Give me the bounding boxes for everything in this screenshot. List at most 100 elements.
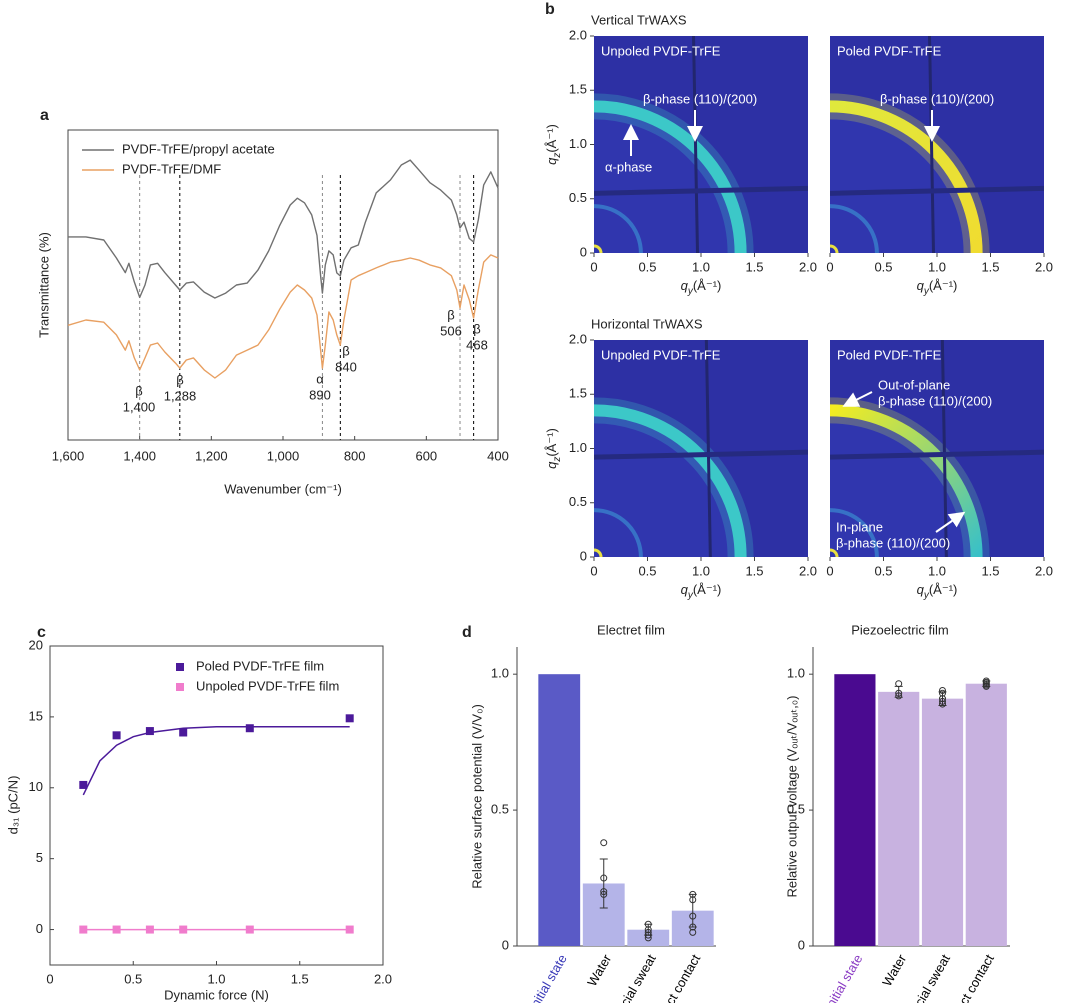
peak-label: 506 bbox=[440, 323, 462, 338]
data-point bbox=[112, 925, 121, 934]
replicate-point bbox=[600, 888, 608, 896]
image-annotation: β-phase (110)/(200) bbox=[643, 91, 757, 106]
x-tick-label: Initial state bbox=[821, 952, 865, 1003]
replicate-point bbox=[689, 896, 697, 904]
error-bar bbox=[599, 858, 608, 909]
x-tick-label: 2.0 bbox=[799, 563, 817, 578]
x-tick-label: 1.5 bbox=[981, 563, 999, 578]
replicate-point bbox=[895, 680, 903, 688]
panel-label: d bbox=[462, 624, 472, 641]
y-tick-label: 0.5 bbox=[569, 190, 587, 205]
peak-symbol: β bbox=[473, 321, 480, 336]
peak-label: 1,288 bbox=[164, 388, 197, 403]
y-tick-label: 1.0 bbox=[491, 666, 509, 681]
image-annotation: α-phase bbox=[605, 159, 652, 174]
peak-label: 468 bbox=[466, 337, 488, 352]
axis-subscript: y bbox=[687, 590, 694, 601]
replicate-point bbox=[689, 912, 697, 920]
data-point bbox=[145, 925, 154, 934]
y-tick-label: 0.5 bbox=[787, 802, 805, 817]
peak-symbol: β bbox=[447, 307, 454, 322]
x-tick-label: 0 bbox=[590, 563, 597, 578]
axis-unit: (Å⁻¹) bbox=[693, 582, 722, 597]
replicate-point bbox=[644, 920, 652, 928]
image-annotation: β-phase (110)/(200) bbox=[880, 91, 994, 106]
replicate-point bbox=[689, 928, 697, 936]
replicate-point bbox=[644, 928, 652, 936]
axis-symbol: q bbox=[681, 582, 689, 597]
axis-unit: (Å⁻¹) bbox=[929, 278, 958, 293]
replicate-point bbox=[600, 839, 608, 847]
chart-title: Piezoelectric film bbox=[851, 622, 949, 637]
spectrum-line bbox=[67, 254, 499, 379]
x-tick-label: 800 bbox=[344, 448, 366, 463]
replicate-point bbox=[982, 682, 990, 690]
fit-curve bbox=[82, 726, 350, 796]
replicate-point bbox=[939, 686, 946, 694]
x-tick-label: 0 bbox=[46, 971, 53, 986]
diffuse-halo bbox=[830, 410, 977, 557]
replicate-point bbox=[939, 700, 946, 708]
data-point bbox=[112, 731, 121, 740]
y-tick-label: 1.0 bbox=[569, 136, 587, 151]
x-tick-label: 600 bbox=[415, 448, 437, 463]
y-tick-label: 0 bbox=[580, 244, 587, 259]
y-tick-label: 1.5 bbox=[569, 386, 587, 401]
axis-symbol: q bbox=[917, 582, 925, 597]
x-tick-label: 0.5 bbox=[638, 563, 656, 578]
diffuse-halo bbox=[594, 410, 741, 557]
image-label: Poled PVDF-TrFE bbox=[837, 347, 942, 362]
y-tick-label: 0 bbox=[502, 937, 509, 952]
plot-frame bbox=[67, 129, 499, 441]
scattering-image bbox=[594, 340, 808, 557]
replicate-point bbox=[939, 695, 946, 703]
image-annotation: Out-of-plane bbox=[878, 377, 950, 392]
legend-swatch bbox=[176, 683, 184, 691]
axis-subscript: y bbox=[687, 286, 694, 297]
spectrum-line bbox=[68, 159, 499, 299]
x-tick-label: 1.0 bbox=[928, 563, 946, 578]
peak-symbol: β bbox=[342, 343, 349, 358]
y-tick-label: 0.5 bbox=[491, 802, 509, 817]
diffraction-ring bbox=[830, 100, 983, 253]
image-label: Poled PVDF-TrFE bbox=[837, 43, 942, 58]
legend-label: PVDF-TrFE/propyl acetate bbox=[122, 141, 275, 156]
axis-symbol: q bbox=[681, 278, 689, 293]
x-tick-label: 1.0 bbox=[692, 563, 710, 578]
x-tick-label: 1.0 bbox=[928, 259, 946, 274]
x-tick-label: 2.0 bbox=[1035, 563, 1053, 578]
x-tick-label: 0.5 bbox=[874, 563, 892, 578]
axis-subscript: z bbox=[552, 153, 563, 159]
x-tick-label: 0.5 bbox=[124, 971, 142, 986]
peak-symbol: β bbox=[176, 372, 183, 387]
x-tick-label: 1.5 bbox=[291, 971, 309, 986]
replicate-point bbox=[939, 697, 946, 705]
y-tick-label: 0 bbox=[36, 921, 43, 936]
y-tick-label: 0.5 bbox=[569, 494, 587, 509]
x-tick-label: 2.0 bbox=[1035, 259, 1053, 274]
axis-subscript: y bbox=[923, 590, 930, 601]
data-point bbox=[345, 714, 354, 723]
x-tick-label: Water bbox=[584, 951, 614, 989]
inner-ring bbox=[830, 508, 879, 557]
data-point bbox=[79, 780, 88, 789]
data-point bbox=[245, 724, 254, 733]
x-tick-label: 2.0 bbox=[374, 971, 392, 986]
x-tick-label: 1,400 bbox=[123, 448, 156, 463]
replicate-point bbox=[644, 931, 652, 939]
x-tick-label: 400 bbox=[487, 448, 509, 463]
data-point bbox=[179, 728, 188, 737]
axis-symbol: q bbox=[544, 157, 559, 165]
axis-label: qz(Å⁻¹) bbox=[544, 428, 562, 469]
x-tick-label: 1,000 bbox=[267, 448, 300, 463]
peak-symbol: β bbox=[135, 383, 142, 398]
replicate-point bbox=[895, 689, 903, 697]
row-title: Vertical TrWAXS bbox=[591, 12, 687, 27]
y-axis-label: Relative surface potential (V/V₀) bbox=[469, 704, 484, 889]
image-annotation: β-phase (110)/(200) bbox=[836, 535, 950, 550]
x-tick-label: 0.5 bbox=[638, 259, 656, 274]
y-axis-label: Relative output voltage (Vₒᵤₜ/Vₒᵤₜ,₀) bbox=[784, 696, 799, 898]
x-tick-label: Water bbox=[879, 951, 909, 989]
